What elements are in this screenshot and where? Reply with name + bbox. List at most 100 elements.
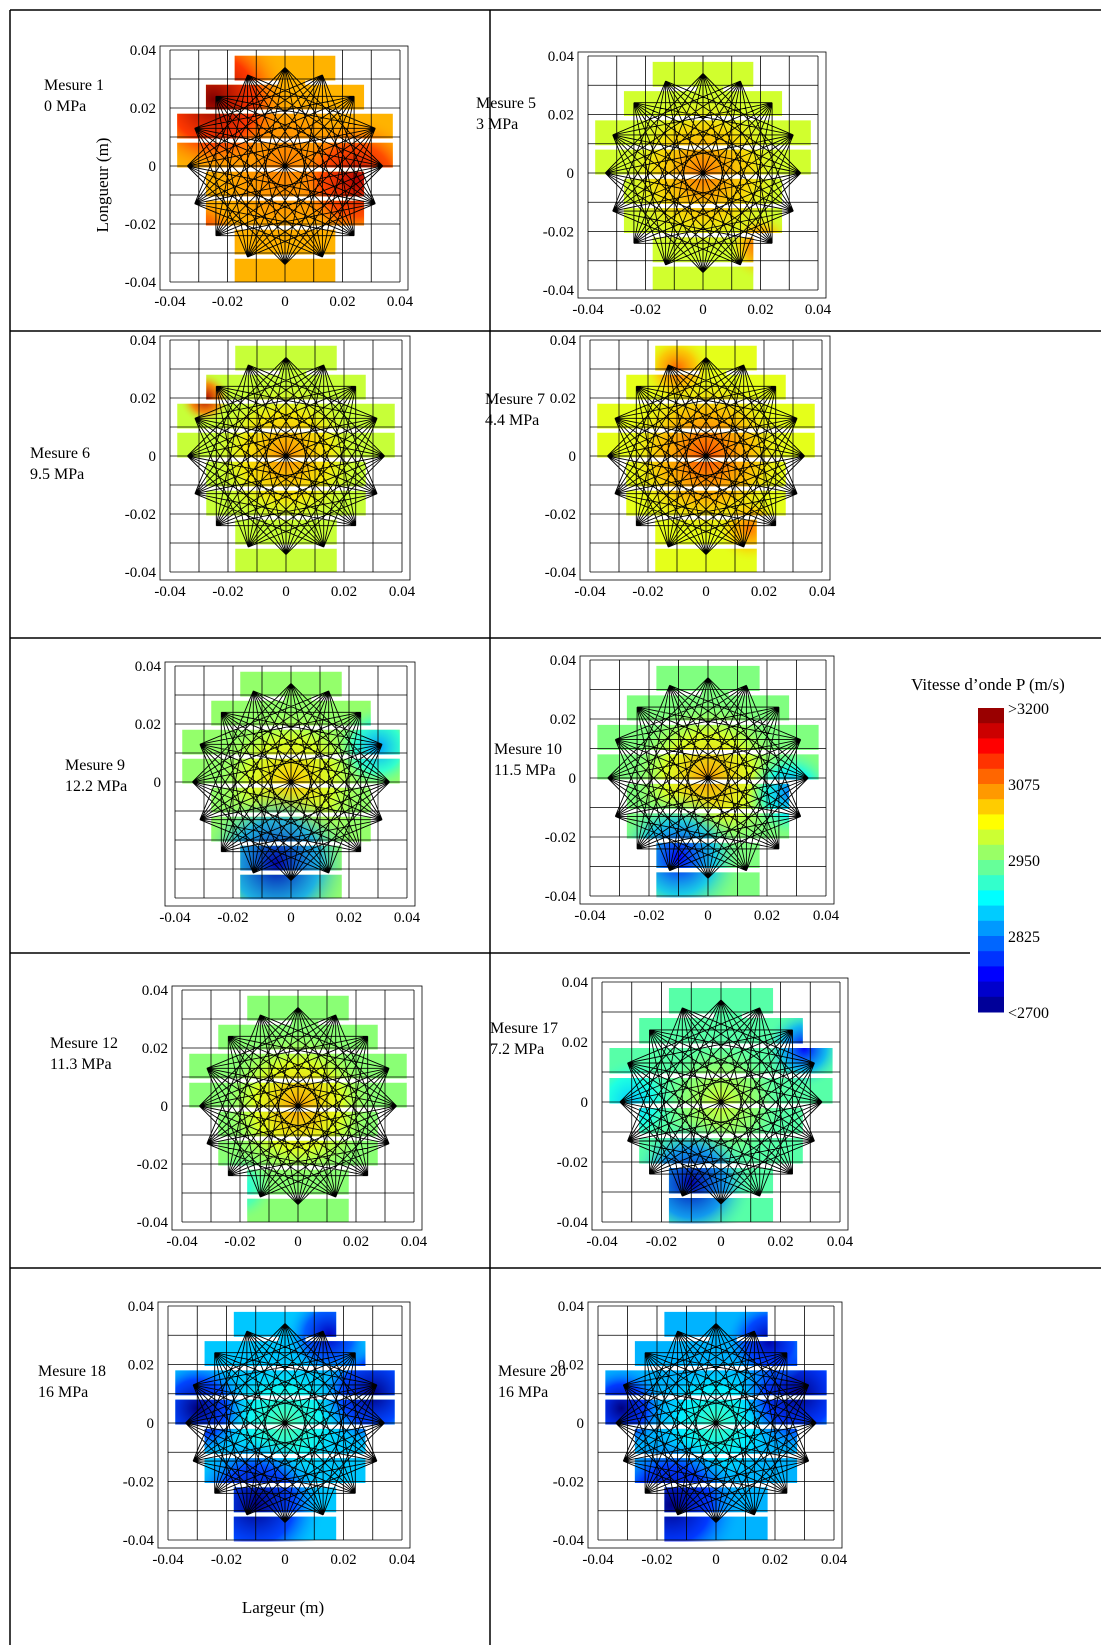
ray-paths (607, 357, 805, 555)
ray-paths (615, 1323, 817, 1523)
y-tick-label: -0.04 (125, 565, 157, 581)
colorbar-swatch (978, 996, 1004, 1013)
y-axis-label: Longueur (m) (93, 138, 112, 233)
colorbar-swatch (978, 890, 1004, 907)
panel-title: Mesure 1 (44, 77, 104, 94)
tick-labels: -0.04 -0.02 0 0.02 0.04 0.04 0.02 0 -0.02 -0.04 (553, 1299, 848, 1568)
y-tick-label: -0.04 (545, 889, 577, 905)
tick-labels: -0.04 -0.02 0 0.02 0.04 0.04 0.02 0 -0.02 -0.04 (125, 43, 414, 310)
x-tick-label: 0.02 (747, 302, 773, 318)
y-tick-label: 0.02 (128, 1358, 154, 1374)
y-tick-label: 0.04 (562, 975, 589, 991)
y-tick-label: -0.02 (125, 217, 156, 233)
x-tick-label: 0 (704, 908, 712, 924)
panel-pressure: 16 MPa (38, 1384, 88, 1401)
panel-pressure: 11.5 MPa (494, 762, 556, 779)
ray-path (185, 1323, 385, 1523)
x-tick-label: 0 (712, 1552, 720, 1568)
x-tick-label: 0.02 (754, 908, 780, 924)
ray-path (615, 1323, 817, 1523)
y-tick-label: 0 (581, 1095, 589, 1111)
y-tick-label: 0.04 (142, 983, 169, 999)
x-tick-label: 0 (699, 302, 707, 318)
panel-pressure: 11.3 MPa (50, 1056, 112, 1073)
ray-path (607, 677, 809, 879)
x-tick-label: -0.02 (632, 584, 663, 600)
heatmap-panel: -0.04 -0.02 0 0.02 0.04 0.04 0.02 0 -0.02 -0.04 Me… (490, 975, 854, 1250)
ray-path (186, 67, 384, 265)
x-tick-label: -0.04 (574, 584, 606, 600)
x-tick-label: 0 (702, 584, 710, 600)
x-tick-label: -0.04 (586, 1234, 618, 1250)
ray-paths (199, 1007, 397, 1205)
x-tick-label: -0.02 (211, 1552, 242, 1568)
tick-labels: -0.04 -0.02 0 0.02 0.04 0.04 0.02 0 (135, 659, 421, 926)
axes-box (577, 51, 827, 299)
ray-path (187, 357, 385, 555)
axes-box (164, 661, 416, 907)
panel-title: Mesure 10 (494, 741, 562, 758)
x-tick-label: -0.04 (152, 1552, 184, 1568)
colorbar-swatch (978, 708, 1004, 724)
colorbar-swatch (978, 905, 1004, 922)
ray-paths (604, 73, 802, 273)
y-tick-label: -0.02 (545, 507, 576, 523)
panel-title: Mesure 9 (65, 757, 125, 774)
axes-box (591, 977, 849, 1231)
y-tick-label: -0.04 (545, 565, 577, 581)
ray-paths (185, 1323, 385, 1523)
x-tick-label: -0.02 (633, 908, 664, 924)
x-tick-label: 0.02 (331, 584, 357, 600)
ray-paths (186, 67, 384, 265)
x-tick-label: 0.02 (751, 584, 777, 600)
x-tick-label: -0.02 (646, 1234, 677, 1250)
x-tick-label: -0.04 (166, 1234, 198, 1250)
y-tick-label: 0.02 (130, 101, 156, 117)
x-tick-label: -0.04 (582, 1552, 614, 1568)
y-tick-label: 0.02 (562, 1035, 588, 1051)
axes-box (157, 1301, 411, 1549)
x-tick-label: 0.04 (394, 910, 421, 926)
ray-path (619, 999, 823, 1205)
y-tick-label: -0.04 (137, 1215, 169, 1231)
axes-box (171, 985, 423, 1231)
velocity-field (177, 55, 393, 282)
y-tick-label: -0.04 (557, 1215, 589, 1231)
y-tick-label: 0 (161, 1099, 169, 1115)
colorbar-swatch (978, 738, 1004, 755)
x-tick-label: 0.02 (343, 1234, 369, 1250)
colorbar-swatch (978, 829, 1004, 846)
x-tick-label: -0.02 (224, 1234, 255, 1250)
axes-box (159, 45, 409, 291)
y-tick-label: -0.02 (137, 1157, 168, 1173)
x-tick-label: -0.04 (572, 302, 604, 318)
colorbar-swatches (978, 708, 1004, 1013)
colorbar-swatch (978, 860, 1004, 876)
tick-labels: -0.04 -0.02 0 0.02 0.04 0.04 0.02 0 -0.02 -0.04 (543, 49, 832, 318)
x-tick-label: 0.02 (767, 1234, 793, 1250)
panel-title: Mesure 18 (38, 1363, 106, 1380)
ray-paths (607, 677, 809, 879)
y-tick-label: -0.02 (543, 225, 574, 241)
y-tick-label: 0.02 (548, 108, 574, 124)
x-tick-label: -0.04 (574, 908, 606, 924)
y-tick-label: 0 (149, 159, 157, 175)
x-tick-label: 0.04 (827, 1234, 854, 1250)
colorbar-swatch (978, 844, 1004, 861)
y-tick-label: 0.04 (548, 49, 575, 65)
y-tick-label: -0.04 (125, 275, 157, 291)
x-tick-label: -0.04 (154, 584, 186, 600)
panel-title: Mesure 5 (476, 95, 536, 112)
axes-box (159, 335, 411, 581)
y-tick-label: 0.04 (130, 333, 157, 349)
table-frame (9, 9, 1101, 1645)
heatmap-panel: -0.04 -0.02 0 0.02 0.04 0.04 0.02 0 -0.02 -0.04 Me… (476, 49, 832, 318)
y-tick-label: 0 (147, 1416, 155, 1432)
colorbar-label: 2950 (1008, 853, 1040, 870)
panel-pressure: 4.4 MPa (485, 412, 539, 429)
y-tick-label: 0 (149, 449, 157, 465)
axes-box (579, 655, 835, 905)
colorbar-swatch (978, 981, 1004, 998)
y-tick-label: 0.02 (550, 712, 576, 728)
x-tick-label: 0 (281, 1552, 289, 1568)
